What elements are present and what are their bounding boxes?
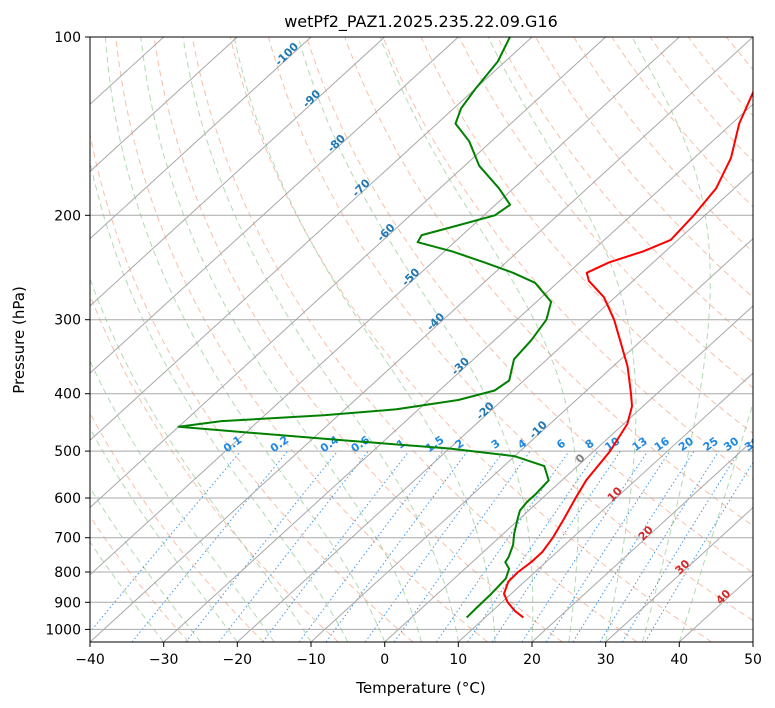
dry-adiabats: [90, 37, 753, 642]
x-axis-title: Temperature (°C): [355, 679, 485, 697]
moist-adiabat: [297, 37, 534, 642]
y-tick-label: 1000: [45, 622, 81, 638]
y-tick-label: 900: [54, 595, 81, 611]
moist-adiabat: [90, 158, 349, 642]
isotherm: [163, 103, 753, 642]
moist-adiabat: [678, 401, 753, 642]
dry-adiabat: [90, 412, 264, 642]
x-tick-label: −20: [223, 652, 253, 668]
x-tick-label: 0: [380, 652, 389, 668]
dry-adiabat: [229, 37, 712, 642]
x-tick-label: 10: [449, 652, 467, 668]
isotherm: [236, 170, 753, 642]
y-tick-label: 200: [54, 208, 81, 224]
mixing-ratio-line: [325, 450, 468, 642]
moist-adiabat: [379, 37, 579, 642]
dry-adiabat: [153, 37, 563, 642]
isotherm: [90, 37, 680, 576]
mixing-ratio-line: [545, 450, 671, 642]
mixing-ratio-line: [298, 450, 444, 642]
mixing-ratio-line: [435, 450, 570, 642]
dry-adiabat: [90, 131, 414, 642]
isotherm: [605, 506, 753, 642]
dry-adiabat: [191, 37, 638, 642]
mixing-ratio-line: [185, 450, 338, 642]
isotherm: [310, 237, 753, 642]
isobars: [90, 37, 753, 630]
isotherm: [90, 37, 607, 509]
y-tick-label: 700: [54, 531, 81, 547]
isotherm: [457, 372, 753, 642]
dry-adiabat: [420, 37, 753, 435]
temperature-profile: [503, 90, 753, 619]
moist-adiabat: [104, 37, 386, 642]
y-axis-title: Pressure (hPa): [10, 286, 28, 394]
x-tick-label: 20: [523, 652, 541, 668]
y-tick-label: 500: [54, 444, 81, 460]
plot-frame: [89, 36, 754, 643]
x-tick-label: 50: [744, 652, 762, 668]
y-tick-label: 300: [54, 313, 81, 329]
x-tick-label: −40: [75, 652, 105, 668]
dry-adiabat: [382, 37, 753, 481]
mixing-ratio-line: [364, 450, 505, 642]
dry-adiabat: [344, 37, 753, 527]
dry-adiabat: [458, 37, 753, 389]
mixing-ratio-line: [90, 450, 242, 633]
profile-series: [177, 37, 753, 619]
isotherm: [531, 439, 753, 642]
moist-adiabat: [90, 486, 201, 642]
axes: −40 −30 −20 −10 0 10 20 30 40 50 100 200 300 400 500 60…: [45, 30, 762, 668]
dewpoint-profile: [177, 37, 553, 619]
mixing-ratio-line: [621, 450, 740, 642]
moist-adiabat: [487, 37, 637, 642]
mixing-ratio-label: 36: [742, 434, 762, 454]
moist-adiabat: [140, 37, 422, 642]
mixing-ratio-line: [491, 450, 621, 642]
x-tick-label: 30: [597, 652, 615, 668]
moist-adiabat: [90, 427, 238, 642]
isotherm: [384, 305, 753, 642]
mixing-ratio-line: [572, 450, 695, 642]
moist-adiabat: [90, 540, 165, 642]
isotherms: [90, 37, 753, 642]
isotherm: [90, 37, 753, 642]
mixing-ratio-line: [521, 450, 649, 642]
mixing-ratio-line: [467, 450, 599, 642]
moist-adiabat: [233, 37, 496, 642]
isotherm: [90, 37, 533, 442]
y-tick-label: 100: [54, 30, 81, 46]
moist-adiabat: [90, 359, 275, 642]
chart-title: wetPf2_PAZ1.2025.235.22.09.G16: [284, 12, 558, 32]
isotherm: [90, 37, 312, 240]
x-tick-label: −30: [149, 652, 179, 668]
mixing-ratio-line: [131, 450, 288, 642]
x-tick-label: −10: [296, 652, 326, 668]
moist-adiabat: [631, 37, 711, 642]
isotherm: [90, 37, 238, 173]
isotherm: [90, 37, 386, 307]
mixing-ratio-line: [262, 450, 410, 642]
isotherm: [90, 37, 459, 374]
y-tick-label: 400: [54, 387, 81, 403]
moist-adiabat: [182, 37, 459, 642]
y-tick-label: 600: [54, 491, 81, 507]
dry-adiabat: [306, 37, 753, 574]
y-tick-label: 800: [54, 565, 81, 581]
x-tick-label: 40: [670, 652, 688, 668]
